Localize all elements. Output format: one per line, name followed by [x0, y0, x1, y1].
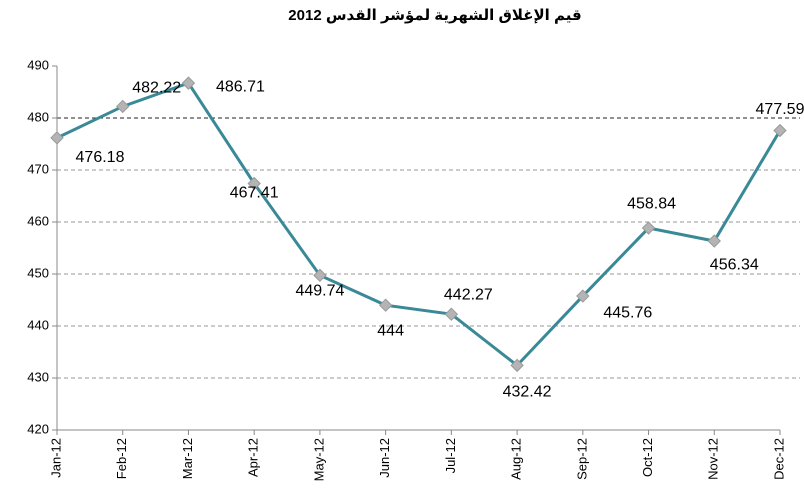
value-label: 467.41 — [230, 185, 279, 202]
x-tick-label: Oct-12 — [640, 438, 655, 477]
marker — [773, 123, 787, 138]
value-label: 449.74 — [295, 283, 344, 300]
x-tick-label: Feb-12 — [114, 438, 129, 479]
value-label: 432.42 — [503, 384, 552, 401]
chart-title: قيم الإغلاق الشهرية لمؤشر القدس 2012 — [288, 7, 581, 24]
value-label: 445.76 — [603, 304, 652, 321]
x-tick-label: Aug-12 — [509, 438, 524, 480]
x-tick-label: Jan-12 — [48, 438, 63, 478]
y-tick-label: 480 — [27, 109, 49, 124]
marker — [576, 289, 590, 303]
marker — [444, 307, 459, 321]
value-label: 476.18 — [76, 149, 125, 166]
marker — [313, 268, 327, 283]
y-tick-label: 470 — [27, 161, 49, 176]
value-label: 444 — [377, 322, 404, 339]
value-label: 458.84 — [627, 195, 676, 212]
marker — [707, 234, 721, 248]
marker — [510, 358, 524, 373]
value-label: 486.71 — [216, 78, 265, 95]
y-tick-label: 420 — [27, 421, 49, 436]
x-tick-label: May-12 — [311, 438, 326, 481]
marker — [378, 298, 393, 312]
x-tick-label: Sep-12 — [574, 438, 589, 480]
marker — [641, 221, 656, 235]
y-tick-label: 460 — [27, 213, 49, 228]
marker — [50, 131, 64, 145]
value-label: 482.22 — [132, 80, 181, 97]
marker — [116, 99, 130, 114]
value-label: 477.59 — [756, 101, 804, 118]
value-label: 442.27 — [444, 286, 493, 303]
y-tick-label: 490 — [27, 57, 49, 72]
marker — [181, 76, 196, 90]
x-tick-label: Dec-12 — [771, 438, 786, 480]
y-tick-label: 440 — [27, 317, 49, 332]
value-label: 456.34 — [710, 256, 759, 273]
series-line — [56, 81, 782, 368]
x-tick-label: Apr-12 — [246, 438, 261, 477]
y-tick-label: 450 — [27, 265, 49, 280]
y-tick-label: 430 — [27, 369, 49, 384]
marker — [247, 176, 261, 191]
x-tick-label: Jul-12 — [443, 438, 458, 473]
x-tick-label: Nov-12 — [706, 438, 721, 480]
x-tick-label: Mar-12 — [180, 438, 195, 479]
x-tick-label: Jun-12 — [377, 438, 392, 478]
